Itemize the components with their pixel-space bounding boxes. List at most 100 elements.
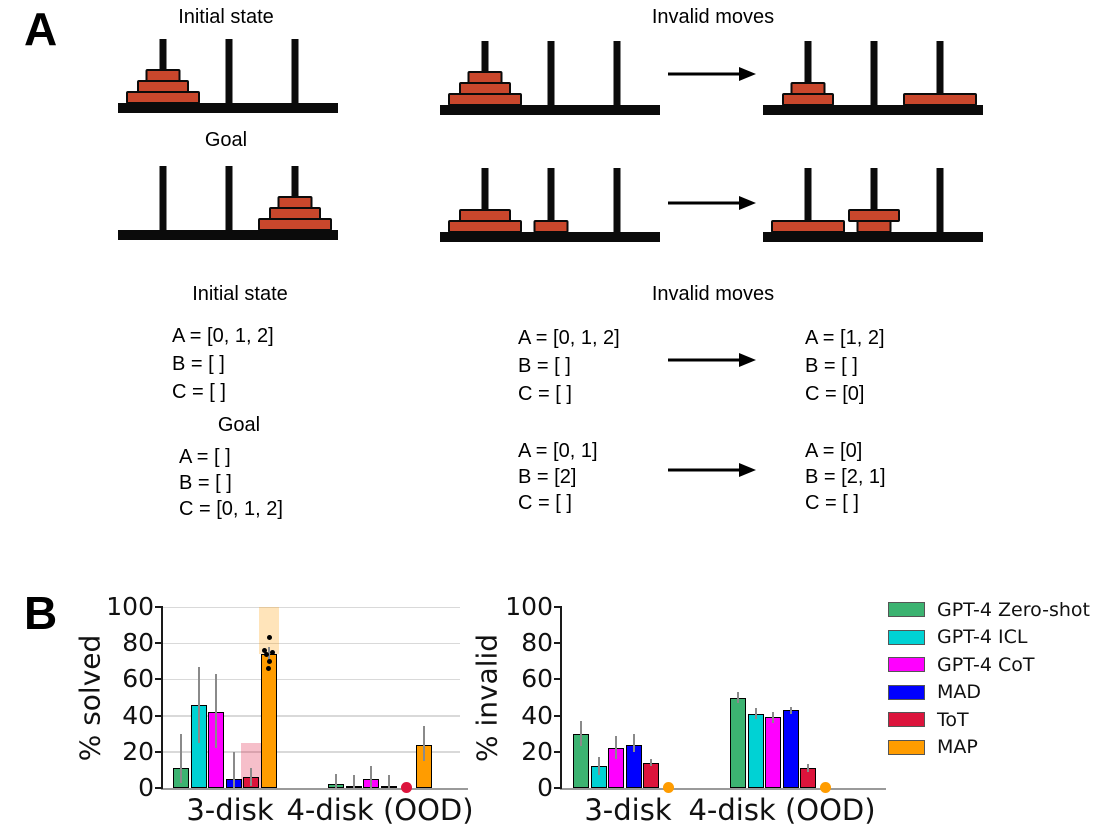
disk — [856, 220, 892, 233]
state-line: A = [0, 1, 2] — [518, 327, 620, 349]
x-category-label: 4-disk (OOD) — [286, 793, 474, 827]
state-move2-before: A = [0, 1] B = [2] C = [ ] — [518, 438, 598, 516]
y-tick-label: 0 — [138, 773, 154, 802]
y-tick-label: 40 — [521, 700, 553, 730]
y-tick-label: 80 — [521, 628, 553, 658]
gridline — [163, 751, 460, 753]
x-category-label: 4-disk (OOD) — [688, 793, 876, 827]
hanoi-svg — [440, 41, 660, 115]
legend-label: GPT-4 Zero-shot — [937, 598, 1090, 621]
legend-swatch — [888, 629, 925, 645]
disk — [467, 71, 503, 84]
gridline — [163, 606, 460, 608]
state-line: B = [ ] — [179, 472, 232, 494]
legend-item-tot: ToT — [888, 709, 1090, 731]
error-bar-gpt-4-cot-4-disk-ood- — [772, 711, 774, 723]
disk — [790, 82, 826, 95]
state-move2-after: A = [0] B = [2, 1] C = [ ] — [805, 438, 886, 516]
hanoi-invalid2-before — [440, 165, 660, 250]
peg — [225, 39, 233, 103]
arrow-right-icon — [668, 195, 756, 216]
scatter-dot-map — [264, 651, 269, 657]
gridline — [163, 642, 460, 645]
hanoi-goal — [118, 163, 338, 248]
y-axis-label: % invalid — [470, 633, 504, 762]
error-bar-tot-3-disk — [250, 768, 252, 787]
error-bar-gpt-4-cot-3-disk — [215, 673, 217, 749]
y-tick-label: 20 — [521, 736, 553, 766]
disk — [126, 91, 200, 104]
y-axis-spine — [161, 607, 163, 790]
state-line: B = [ ] — [805, 355, 858, 377]
y-axis-spine — [560, 607, 562, 790]
peg — [613, 168, 621, 232]
error-bar-gpt-4-cot-4-disk-ood- — [370, 766, 372, 788]
state-initial: A = [0, 1, 2] B = [ ] C = [ ] — [172, 322, 274, 406]
state-move1-before: A = [0, 1, 2] B = [ ] C = [ ] — [518, 324, 620, 408]
error-bar-mad-4-disk-ood- — [789, 706, 792, 714]
y-tick-mark — [554, 787, 562, 789]
error-bar-gpt-4-zero-shot-4-disk-ood- — [737, 692, 739, 703]
y-tick-mark — [155, 714, 163, 717]
heading-invalid-moves-text: Invalid moves — [651, 283, 775, 305]
peg — [481, 168, 489, 232]
legend-label: GPT-4 CoT — [937, 653, 1035, 676]
bar-gpt-4-zero-shot-4-disk-ood- — [730, 697, 746, 788]
disk — [533, 220, 569, 233]
state-line: A = [0, 1] — [518, 440, 598, 462]
disk — [145, 69, 181, 82]
state-line: C = [ ] — [518, 492, 572, 514]
legend-swatch — [888, 657, 925, 672]
hanoi-invalid1-before — [440, 38, 660, 123]
state-move1-after: A = [1, 2] B = [ ] C = [0] — [805, 324, 885, 408]
disk — [258, 218, 332, 231]
state-line: C = [0, 1, 2] — [179, 498, 283, 520]
peg — [547, 168, 555, 232]
disk — [848, 209, 900, 222]
chart-percent-solved: 0 20 40 60 80 100 % solved 3-disk 4-disk (OOD) — [74, 594, 474, 828]
zero-marker-map-3-disk — [663, 782, 674, 793]
error-bar-mad-4-disk-ood- — [387, 775, 390, 788]
legend-label: GPT-4 ICL — [937, 626, 1028, 648]
bar-tot-3-disk — [643, 762, 659, 788]
x-axis-line — [560, 788, 886, 790]
chart-legend: GPT-4 Zero-shot GPT-4 ICL GPT-4 CoT MAD ToT M… — [888, 598, 1090, 758]
zero-marker-map-4-disk-ood- — [820, 782, 831, 793]
scatter-dot-map — [267, 658, 272, 664]
gridline — [163, 715, 460, 717]
x-axis-line — [161, 788, 468, 790]
y-tick-label: 20 — [122, 736, 154, 766]
state-line: A = [ ] — [179, 446, 231, 468]
disk — [137, 80, 189, 93]
disk — [269, 207, 321, 220]
state-line: A = [1, 2] — [805, 327, 885, 349]
heading-initial-state-diagram: Initial state — [178, 6, 274, 28]
arrow-right-icon — [668, 462, 756, 483]
disk — [782, 93, 834, 106]
panel-a-label: A — [24, 3, 58, 55]
y-tick-mark — [554, 678, 562, 681]
legend-swatch — [888, 602, 925, 617]
y-tick-label: 40 — [122, 700, 154, 730]
state-goal: A = [ ] B = [ ] C = [0, 1, 2] — [179, 444, 283, 522]
hanoi-invalid2-after — [763, 165, 983, 250]
heading-goal-text: Goal — [217, 414, 261, 436]
gridline — [163, 678, 460, 681]
peg — [225, 166, 233, 230]
disk — [903, 93, 977, 106]
y-tick-label: 60 — [521, 664, 553, 694]
x-category-label: 3-disk — [186, 793, 274, 827]
hanoi-svg — [763, 168, 983, 242]
error-bar-gpt-4-zero-shot-3-disk — [580, 721, 582, 747]
state-line: A = [0, 1, 2] — [172, 325, 274, 347]
y-tick-mark — [554, 714, 562, 717]
legend-label: MAD — [937, 681, 982, 703]
hanoi-invalid1-after — [763, 38, 983, 123]
heading-invalid-moves-diagram: Invalid moves — [651, 6, 775, 28]
scatter-dot-map — [267, 635, 272, 641]
state-line: B = [ ] — [172, 353, 225, 375]
error-bar-gpt-4-cot-3-disk — [615, 735, 617, 760]
tower-base — [118, 103, 338, 113]
peg — [804, 168, 812, 232]
